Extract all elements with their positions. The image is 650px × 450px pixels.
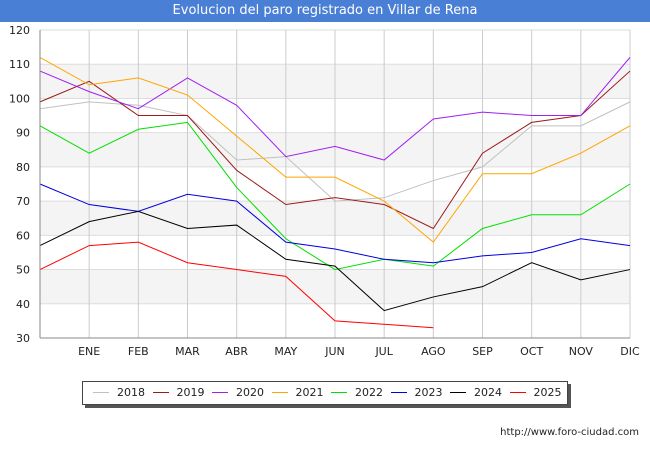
legend-label: 2020: [236, 386, 264, 399]
legend: 2018 2019 2020 2021 2022 2023 2024 2025: [82, 381, 568, 405]
legend-swatch: [212, 392, 228, 393]
y-tick-label: 70: [16, 195, 30, 208]
series-line-2020: [39, 57, 631, 161]
y-tick-label: 100: [9, 92, 30, 105]
legend-swatch: [271, 392, 288, 393]
x-tick-label: JUL: [374, 345, 393, 358]
x-tick-label: MAY: [274, 345, 297, 358]
legend-swatch: [509, 392, 526, 393]
x-tick-label: SEP: [472, 345, 493, 358]
x-axis: ENE FEB MAR ABR MAY JUN JUL AGO SEP OCT NOV DIC: [78, 345, 640, 358]
series-line-2024: [39, 210, 631, 312]
x-tick-label: AGO: [421, 345, 446, 358]
x-tick-label: ABR: [225, 345, 248, 358]
legend-label: 2025: [533, 386, 562, 399]
series-line-2025: [39, 241, 434, 329]
legend-label: 2024: [474, 386, 502, 399]
legend-label: 2021: [295, 386, 324, 399]
series-line-2021: [39, 56, 631, 243]
y-tick-label: 30: [16, 332, 30, 345]
x-tick-label: MAR: [175, 345, 200, 358]
series-lines: [39, 56, 631, 329]
series-line-2019: [39, 70, 631, 230]
legend-swatch: [152, 392, 169, 393]
x-tick-label: JUN: [324, 345, 345, 358]
legend-swatch: [450, 392, 466, 393]
y-tick-label: 40: [16, 298, 30, 311]
x-tick-label: ENE: [78, 345, 100, 358]
legend-label: 2022: [355, 386, 383, 399]
series-line-2022: [39, 121, 631, 271]
y-tick-label: 80: [16, 161, 30, 174]
y-axis: 30 40 50 60 70 80 90 100 110 120: [9, 24, 30, 345]
x-tick-label: NOV: [569, 345, 594, 358]
footer-url: http://www.foro-ciudad.com: [500, 427, 639, 438]
legend-label: 2019: [176, 386, 205, 399]
y-tick-label: 60: [16, 229, 30, 242]
x-tick-label: FEB: [128, 345, 149, 358]
y-tick-label: 50: [16, 264, 30, 277]
legend-swatch: [93, 392, 109, 393]
y-tick-label: 90: [16, 127, 30, 140]
legend-swatch: [390, 392, 407, 393]
chart-title: Evolucion del paro registrado en Villar …: [0, 0, 650, 22]
x-tick-label: DIC: [620, 345, 640, 358]
legend-swatch: [331, 392, 347, 393]
series-line-2018: [39, 101, 631, 202]
y-tick-label: 120: [9, 24, 30, 37]
y-tick-label: 110: [9, 58, 30, 71]
legend-label: 2023: [414, 386, 443, 399]
x-tick-label: OCT: [520, 345, 543, 358]
legend-label: 2018: [117, 386, 145, 399]
